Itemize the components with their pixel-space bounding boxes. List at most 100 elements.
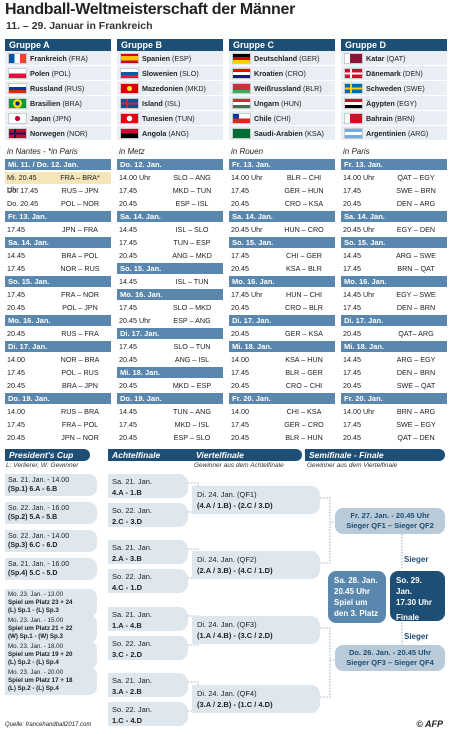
team-name: Slowenien <box>142 68 178 78</box>
match-detail: (L) Sp.1 - (L) Sp.3 <box>8 607 59 614</box>
day-header: Di. 17. Jan. <box>341 315 447 326</box>
flag-icon <box>120 112 139 124</box>
match-row: 14.45 TUN – ANG <box>117 406 223 418</box>
match-date: So. 22. Jan. <box>112 572 153 581</box>
presidents-cup-match: Mo. 23. Jan. - 13.00 Spiel um Platz 23 + … <box>5 589 97 617</box>
match-time: 20.45 <box>231 264 249 273</box>
match-row: 20.45 Uhr ESP – ANG <box>117 315 223 327</box>
match-teams: ISL – SLO <box>175 225 209 234</box>
presidents-cup-match: So. 22. Jan. - 16.00 (Sp.2) 5.A - 5.B <box>5 502 97 524</box>
match-teams: TUN – ESP <box>173 238 211 247</box>
match-time: 17.45 <box>231 368 249 377</box>
match-teams: KSA – BLR <box>286 264 322 273</box>
match-teams: CRO – KSA <box>284 199 324 208</box>
match-time: 14.45 <box>343 251 361 260</box>
team-code: (ANG) <box>168 128 189 138</box>
team-name: Chile <box>254 113 272 123</box>
match-date: Mo. 23. Jan. - 20.00 <box>8 669 64 676</box>
third-place-date: Sa. 28. Jan. <box>334 576 378 585</box>
match-time: 14.00 <box>7 407 25 416</box>
match-teams: JPN – FRA <box>62 225 98 234</box>
match-row: 17.45 Uhr HUN – CHI <box>229 289 335 301</box>
match-time: 17.45 <box>7 225 25 234</box>
match-time: 14.45 <box>119 407 137 416</box>
match-row: 14.45 ISL – SLO <box>117 224 223 236</box>
match-time: 20.45 <box>231 381 249 390</box>
match-teams: 4.A - 1.B <box>112 488 142 497</box>
team-row: Brasilien (BRA) <box>5 96 111 111</box>
match-row: 17.45 FRA – NOR <box>5 289 111 301</box>
team-code: (CRO) <box>285 68 306 78</box>
match-date: So. 22. Jan. - 16.00 <box>8 505 70 512</box>
match-teams: NOR – RUS <box>60 264 100 273</box>
match-time: 14.00 Uhr <box>343 173 375 182</box>
match-teams: ARG – SWE <box>396 251 436 260</box>
team-code: (EGY) <box>396 98 417 108</box>
match-time: 14.00 <box>231 407 249 416</box>
day-header: Mo. 16. Jan. <box>117 289 223 300</box>
achtelfinale-match: Sa. 21. Jan. 4.A - 1.B <box>108 474 188 498</box>
achtelfinale-match: So. 22. Jan. 2.C - 3.D <box>108 503 188 527</box>
match-row: 20.45 BLR – HUN <box>229 432 335 444</box>
group-venue: in Paris <box>343 147 370 156</box>
match-teams: BLR – HUN <box>285 433 323 442</box>
team-name: Tunesien <box>142 113 174 123</box>
flag-icon <box>344 97 363 109</box>
match-date: Di. 24. Jan. (QF1) <box>197 490 257 499</box>
match-date: Di. 24. Jan. (QF4) <box>197 689 257 698</box>
match-row: 20.45 ESP – SLO <box>117 432 223 444</box>
match-time: 14.00 <box>231 355 249 364</box>
presidents-cup-match: Mo. 23. Jan. - 20.00 Spiel um Platz 17 + … <box>5 667 97 695</box>
match-date: So. 22. Jan. - 14.00 <box>8 533 70 540</box>
match-time: 17.45 <box>7 368 25 377</box>
match-date: Mo. 23. Jan. - 13.00 <box>8 591 64 598</box>
team-row: Mazedonien (MKD) <box>117 81 223 96</box>
group-a: Gruppe A Frankreich (FRA) Polen (POL) Russlan… <box>5 39 111 141</box>
match-row: 14.00 Uhr SLO – ANG <box>117 172 223 184</box>
match-time: 17.45 <box>7 420 25 429</box>
flag-icon <box>344 67 363 79</box>
day-header: Mo. 16. Jan. <box>341 276 447 287</box>
match-teams: KSA – HUN <box>285 355 323 364</box>
match-row: Mi. 20.45 Uhr FRA – BRA* <box>5 172 111 194</box>
team-row: Island (ISL) <box>117 96 223 111</box>
team-row: Ägypten (EGY) <box>341 96 447 111</box>
third-place-box: Sa. 28. Jan. 20.45 Uhr Spiel um den 3. P… <box>328 571 386 623</box>
team-code: (TUN) <box>175 113 195 123</box>
match-teams: FRA – BRA* <box>60 173 100 182</box>
day-header: Sa. 14. Jan. <box>341 211 447 222</box>
match-detail: (Sp.2) 5.A - 5.B <box>8 514 58 521</box>
match-row: 17.45 BRN – QAT <box>341 263 447 275</box>
team-name: Brasilien <box>30 98 61 108</box>
match-row: 20.45 SWE – QAT <box>341 380 447 392</box>
match-time: 17.45 <box>119 186 137 195</box>
day-header: Mi. 18. Jan. <box>341 341 447 352</box>
team-name: Island <box>142 98 163 108</box>
match-time: 14.00 <box>7 355 25 364</box>
match-teams: ANG – ISL <box>174 355 210 364</box>
team-name: Japan <box>30 113 51 123</box>
match-row: 14.00 Uhr BRN – ARG <box>341 406 447 418</box>
match-detail: Spiel um Platz 23 + 24 <box>8 599 73 606</box>
match-time: 20.45 Uhr <box>231 225 263 234</box>
flag-icon <box>8 127 27 139</box>
match-row: 14.45 BRA – POL <box>5 250 111 262</box>
match-row: 17.45 SWE – EGY <box>341 419 447 431</box>
match-teams: DEN – BRN <box>396 368 436 377</box>
match-detail: Spiel um Platz 17 + 18 <box>8 677 73 684</box>
match-time: 17.45 <box>119 420 137 429</box>
match-row: 14.00 NOR – BRA <box>5 354 111 366</box>
match-teams: MKD – ISL <box>174 420 210 429</box>
match-row: 20.45 KSA – BLR <box>229 263 335 275</box>
match-time: 20.45 <box>231 433 249 442</box>
match-teams: ESP – ISL <box>175 199 209 208</box>
match-teams: NOR – BRA <box>60 355 100 364</box>
team-name: Katar <box>366 53 385 63</box>
match-row: 14.00 CHI – KSA <box>229 406 335 418</box>
match-row: 17.45 DEN – BRN <box>341 367 447 379</box>
match-time: 20.45 <box>119 381 137 390</box>
semifinal-2-teams: Sieger QF3 – Sieger QF4 <box>346 658 434 667</box>
match-time: 14.45 Uhr <box>343 290 375 299</box>
flag-icon <box>232 52 251 64</box>
team-row: Slowenien (SLO) <box>117 66 223 81</box>
